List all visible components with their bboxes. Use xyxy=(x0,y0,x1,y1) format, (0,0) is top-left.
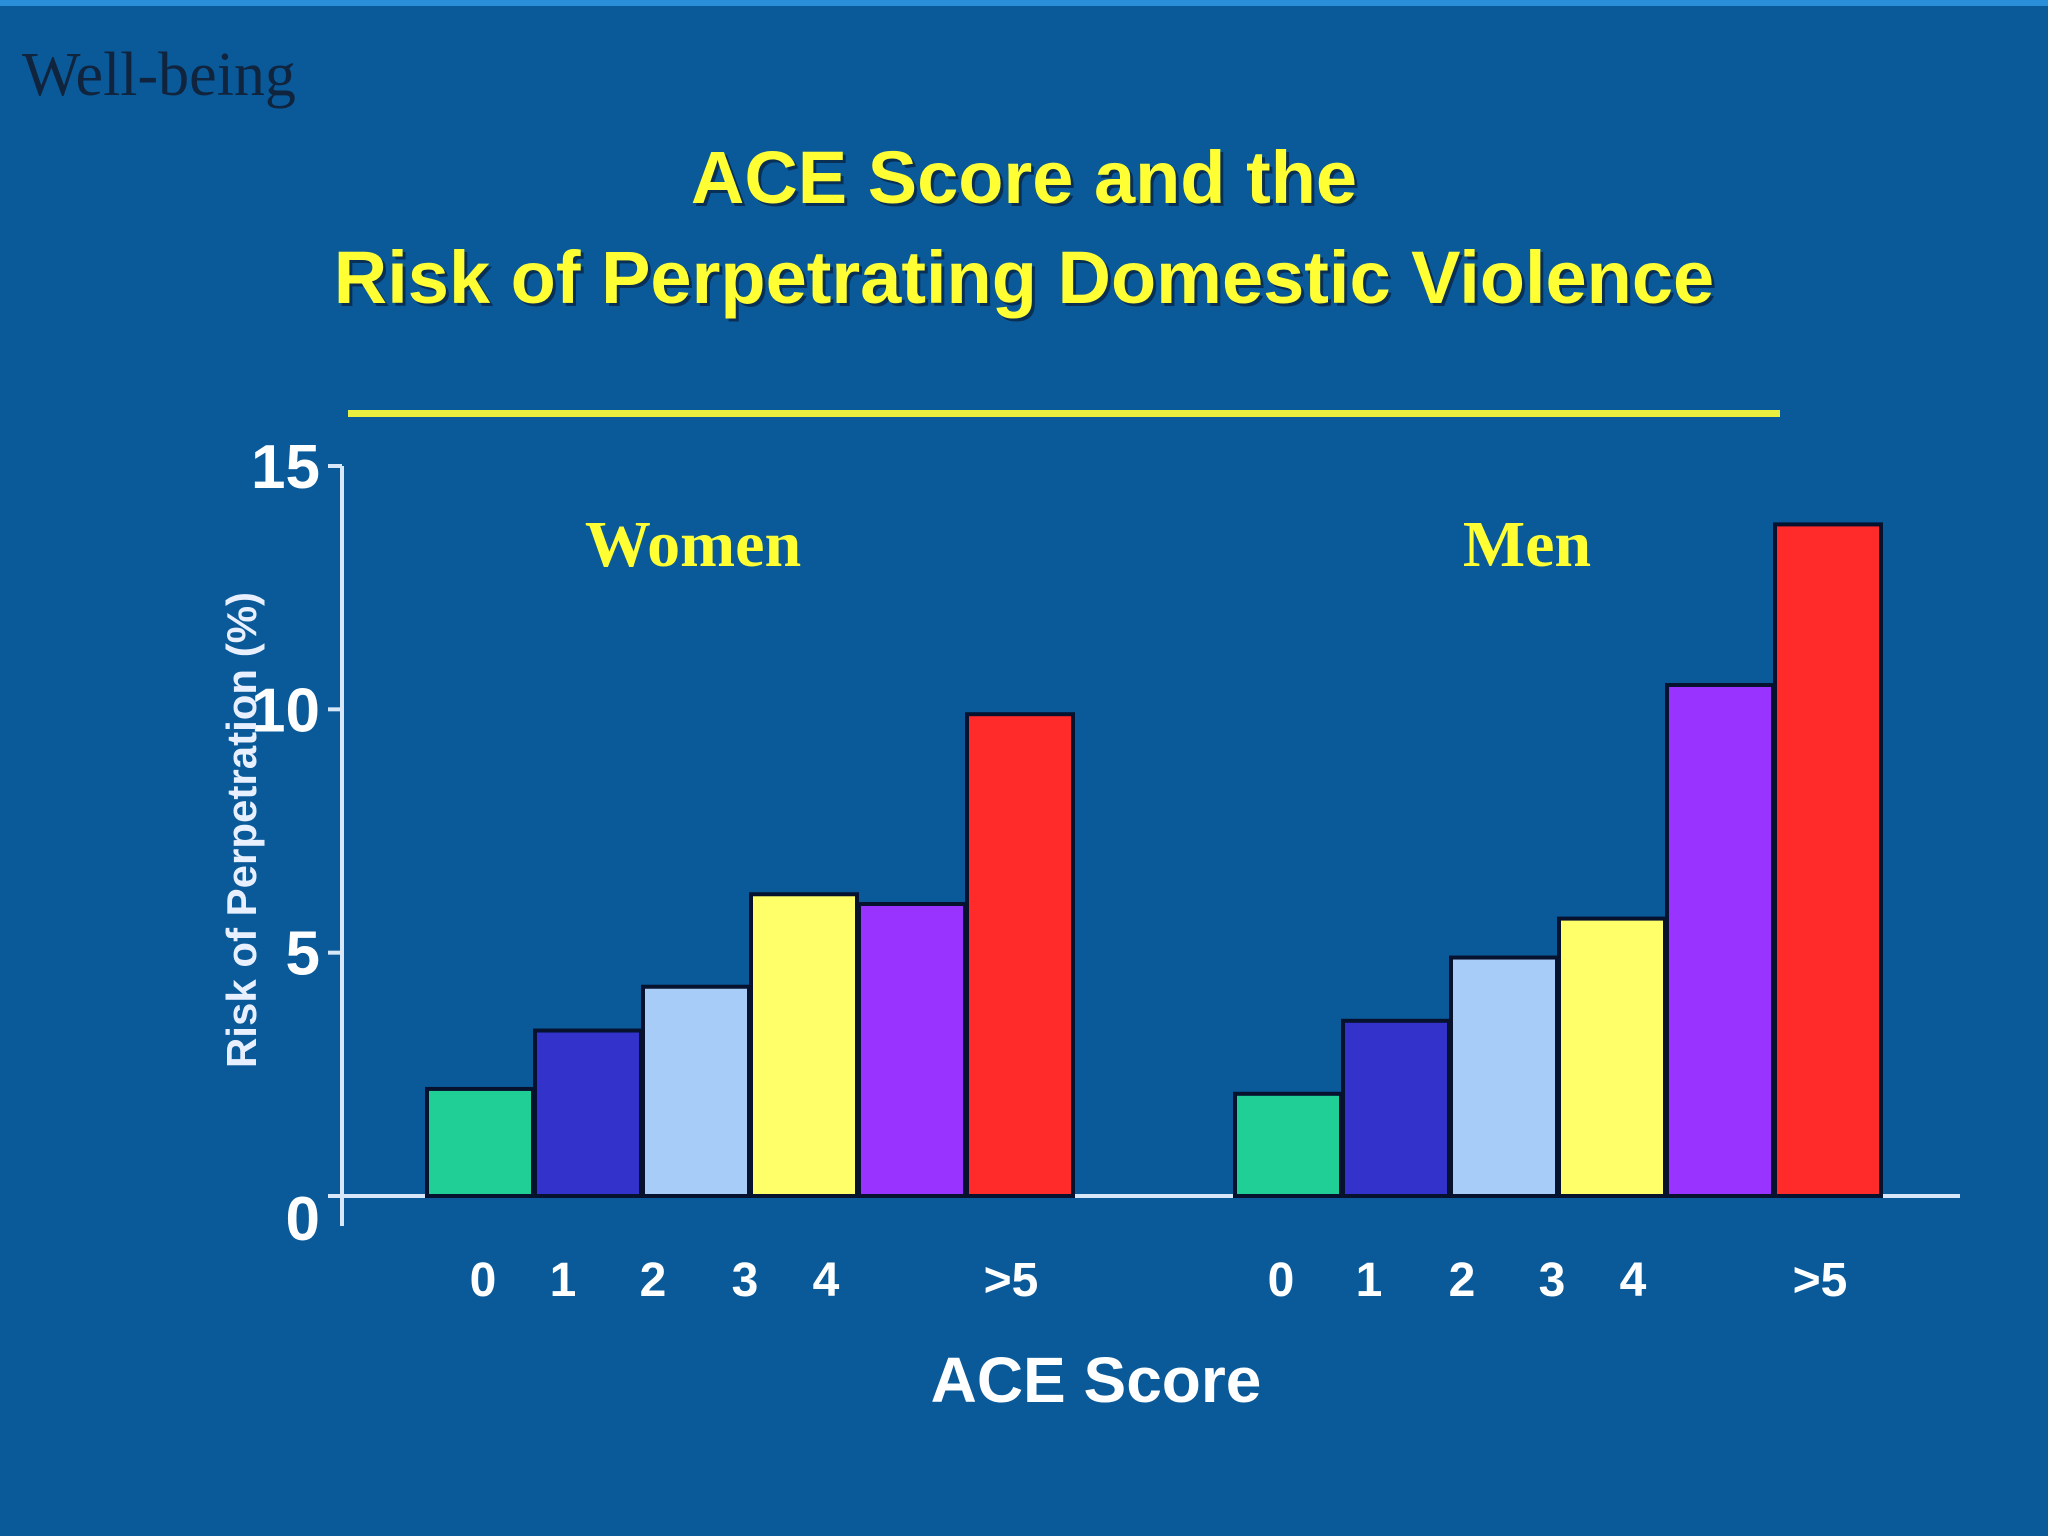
section-label: Well-being xyxy=(22,41,296,109)
x-tick-label: 4 xyxy=(813,1254,840,1307)
x-tick-label: 2 xyxy=(640,1254,667,1307)
y-tick-label: 5 xyxy=(286,920,320,989)
bar-men-ace-ge5 xyxy=(1773,522,1883,1198)
x-tick-label: 2 xyxy=(1449,1254,1476,1307)
x-tick-label: 3 xyxy=(1539,1254,1566,1307)
bar-men-ace-4 xyxy=(1665,683,1775,1198)
x-tick-label: >5 xyxy=(984,1254,1039,1307)
x-tick-label: 3 xyxy=(732,1254,759,1307)
bar-women-ace-ge5 xyxy=(965,712,1075,1198)
bar-men-ace-2 xyxy=(1449,955,1559,1198)
x-tick-label: 4 xyxy=(1620,1254,1647,1307)
bar-women-ace-0 xyxy=(425,1086,535,1199)
top-border xyxy=(0,0,2048,6)
x-tick-label: 0 xyxy=(470,1254,497,1307)
chart-title: ACE Score and the Risk of Perpetrating D… xyxy=(0,128,2048,328)
x-tick-label: 1 xyxy=(550,1254,577,1307)
y-axis-title: Risk of Perpetration (%) xyxy=(218,592,265,1068)
x-tick-label: 1 xyxy=(1356,1254,1383,1307)
group-label-men: Men xyxy=(1463,508,1591,581)
chart-title-line-1: ACE Score and the xyxy=(690,136,1358,219)
x-tick-label: >5 xyxy=(1793,1254,1848,1307)
x-axis-title: ACE Score xyxy=(931,1344,1262,1416)
bar-women-ace-4 xyxy=(857,902,967,1198)
bar-men-ace-3 xyxy=(1557,916,1667,1198)
x-tick-label: 0 xyxy=(1268,1254,1295,1307)
title-underline xyxy=(348,410,1780,417)
bar-women-ace-2 xyxy=(641,984,751,1198)
group-label-women: Women xyxy=(585,508,801,581)
bar-men-ace-1 xyxy=(1341,1018,1451,1198)
y-tick-label: 0 xyxy=(286,1185,320,1254)
bar-women-ace-3 xyxy=(749,892,859,1198)
bar-men-ace-0 xyxy=(1233,1091,1343,1199)
bar-women-ace-1 xyxy=(533,1028,643,1198)
chart-title-line-2: Risk of Perpetrating Domestic Violence xyxy=(333,236,1715,319)
y-tick-label: 15 xyxy=(251,433,320,502)
y-tick-label: 10 xyxy=(251,676,320,745)
